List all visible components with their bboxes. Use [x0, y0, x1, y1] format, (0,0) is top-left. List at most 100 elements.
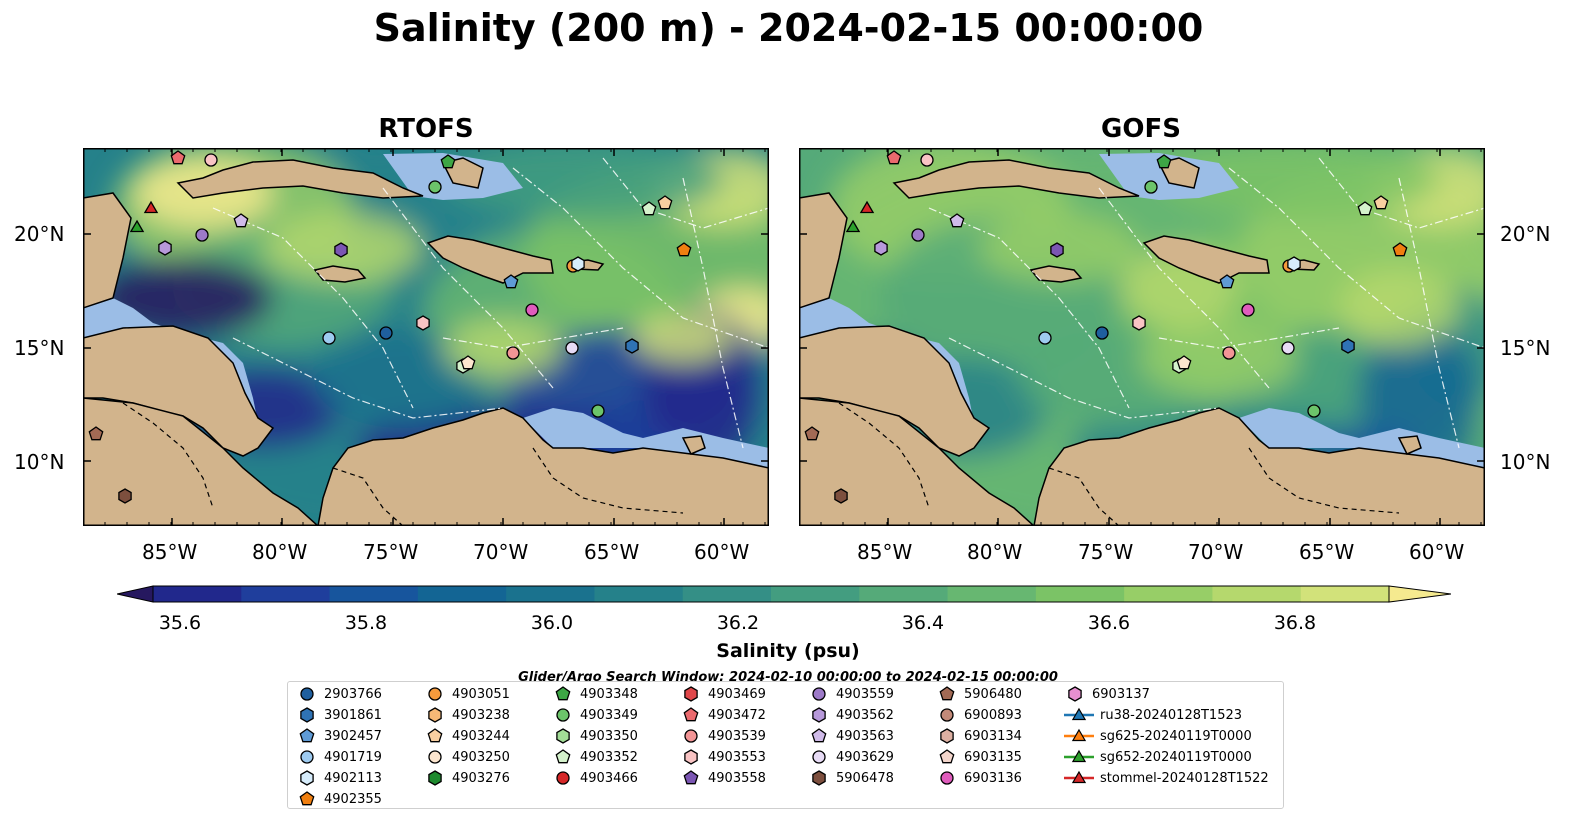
legend-marker-icon	[555, 686, 571, 701]
observation-marker	[804, 426, 820, 441]
eez-boundary	[232, 337, 504, 419]
land-mass	[83, 192, 132, 309]
legend-symbol	[299, 791, 315, 806]
colorbar-segment	[682, 586, 772, 602]
legend-marker-icon	[940, 771, 954, 785]
colorbar-label: Salinity (psu)	[716, 640, 860, 662]
land-mass	[799, 397, 1036, 526]
salinity-patch	[443, 148, 723, 218]
legend-marker-icon	[428, 687, 442, 701]
observation-marker	[129, 219, 145, 233]
legend-item: 4903276	[424, 768, 510, 788]
eez-boundary	[682, 177, 744, 449]
observation-marker	[845, 219, 861, 233]
legend-symbol	[300, 770, 314, 786]
legend-marker-icon	[684, 729, 698, 743]
eez-boundary	[1228, 167, 1485, 349]
eez-boundary	[212, 207, 414, 409]
observation-marker	[920, 153, 934, 167]
legend-marker-icon	[428, 707, 442, 723]
legend-marker-icon	[1064, 707, 1094, 721]
observation-marker	[503, 274, 519, 289]
colorbar-segment	[1300, 586, 1390, 602]
lon-tick-label: 60°W	[1409, 540, 1465, 564]
legend-label: 4903276	[452, 770, 510, 786]
legend-marker-icon	[299, 791, 315, 806]
salinity-patch	[1339, 268, 1459, 348]
legend-symbol	[299, 728, 315, 743]
legend-marker-icon	[939, 749, 955, 764]
legend-marker-icon	[811, 728, 827, 743]
legend-item: 4903559	[808, 684, 894, 704]
legend-marker-icon	[684, 749, 698, 765]
legend-item: 4901719	[296, 747, 382, 767]
legend-marker-icon	[939, 686, 955, 701]
map-frame	[83, 148, 769, 526]
legend-item: 4903348	[552, 684, 638, 704]
eez-boundary	[1158, 327, 1340, 349]
eez-boundary	[928, 207, 1130, 409]
colorbar	[117, 585, 1451, 603]
observation-marker	[1307, 404, 1321, 418]
country-border	[1248, 447, 1400, 514]
legend-item: 4903350	[552, 726, 638, 746]
country-border	[532, 447, 684, 514]
legend-label: 6903137	[1092, 686, 1150, 702]
lon-tick-label: 70°W	[1188, 540, 1244, 564]
legend-symbol	[940, 771, 954, 785]
observation-marker	[460, 355, 476, 370]
lon-tick-label: 80°W	[252, 540, 308, 564]
eez-boundary	[602, 157, 769, 229]
legend-symbol	[684, 749, 698, 765]
map-panel-rtofs	[83, 148, 769, 526]
lon-tick-label: 60°W	[694, 540, 750, 564]
legend-item: 4903629	[808, 747, 894, 767]
legend-item: ru38-20240128T1523	[1064, 705, 1242, 725]
legend: 2903766 3901861 3902457 4901719 4902113 49023…	[287, 681, 1284, 809]
observation-marker	[657, 195, 673, 210]
legend-symbol	[812, 707, 826, 723]
legend-item: 4903472	[680, 705, 766, 725]
lat-tick-label: 20°N	[14, 222, 65, 246]
legend-label: 4903562	[836, 707, 894, 723]
legend-label: 4903250	[452, 749, 510, 765]
panel-title-gofs: GOFS	[1101, 114, 1181, 144]
legend-item: 6903135	[936, 747, 1022, 767]
eez-boundary	[382, 187, 554, 389]
observation-marker	[1241, 303, 1255, 317]
legend-item: 4903244	[424, 726, 510, 746]
legend-marker-icon	[556, 771, 570, 785]
legend-marker-icon	[1068, 686, 1082, 702]
legend-label: 4903629	[836, 749, 894, 765]
legend-symbol	[812, 770, 826, 786]
colorbar-segment	[153, 586, 242, 602]
colorbar-segment	[1124, 586, 1213, 602]
figure-title: Salinity (200 m) - 2024-02-15 00:00:00	[373, 6, 1204, 50]
eez-boundary	[1318, 157, 1485, 229]
legend-item: 4903051	[424, 684, 510, 704]
legend-symbol	[556, 771, 570, 785]
legend-item: 4903563	[808, 726, 894, 746]
colorbar-extend-min	[117, 585, 154, 603]
legend-label: 6903136	[964, 770, 1022, 786]
legend-symbol	[812, 687, 826, 701]
legend-marker-icon	[300, 687, 314, 701]
legend-item: 4903562	[808, 705, 894, 725]
legend-label: 4903238	[452, 707, 510, 723]
observation-marker	[625, 338, 639, 354]
observation-marker	[88, 426, 104, 441]
observation-marker	[379, 326, 393, 340]
colorbar-extend-max	[1388, 585, 1451, 603]
legend-item: sg652-20240119T0000	[1064, 747, 1252, 767]
observation-marker	[1038, 331, 1052, 345]
legend-item: 3901861	[296, 705, 382, 725]
colorbar-segment	[417, 586, 507, 602]
legend-symbol	[555, 686, 571, 701]
land-mass	[1029, 265, 1083, 283]
legend-symbol	[555, 749, 571, 764]
observation-marker	[591, 404, 605, 418]
colorbar-segment	[506, 586, 595, 602]
legend-label: 4902355	[324, 791, 382, 807]
legend-marker-icon	[299, 728, 315, 743]
land-mass	[799, 192, 848, 309]
